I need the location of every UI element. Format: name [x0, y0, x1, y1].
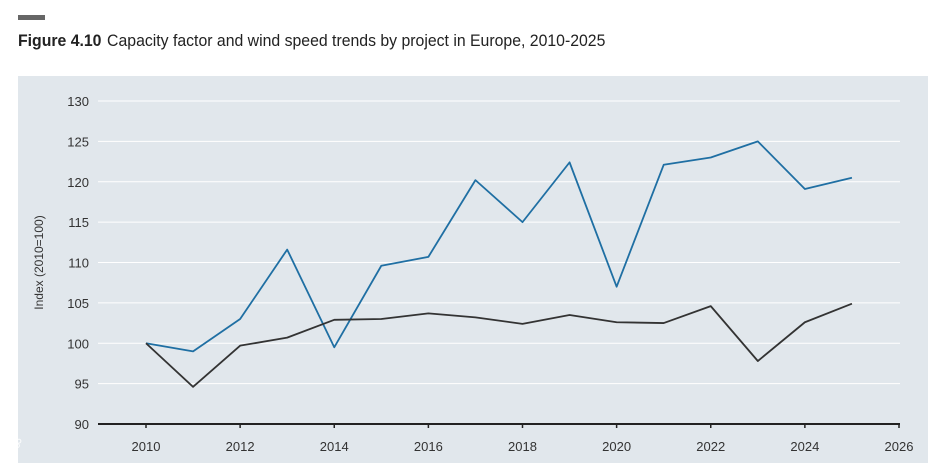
watermark: ❀: [8, 433, 23, 452]
x-tick-label: 2022: [696, 439, 725, 454]
y-tick-label: 95: [75, 377, 89, 392]
x-tick-label: 2026: [885, 439, 914, 454]
figure-accent-bar: [18, 15, 45, 20]
x-tick-label: 2018: [508, 439, 537, 454]
figure-label: Figure 4.10: [18, 31, 102, 50]
y-tick-label: 120: [67, 175, 89, 190]
x-tick-label: 2024: [790, 439, 819, 454]
x-tick-label: 2014: [320, 439, 349, 454]
y-tick-label: 100: [67, 336, 89, 351]
y-tick-label: 90: [75, 417, 89, 432]
x-tick-label: 2012: [226, 439, 255, 454]
chart-panel: [18, 76, 928, 463]
x-tick-label: 2016: [414, 439, 443, 454]
x-tick-label: 2010: [132, 439, 161, 454]
figure-title-text: Capacity factor and wind speed trends by…: [107, 31, 606, 50]
x-tick-label: 2020: [602, 439, 631, 454]
y-tick-label: 125: [67, 134, 89, 149]
series-line-2: [145, 302, 853, 388]
y-axis-label: Index (2010=100): [32, 215, 46, 309]
y-tick-label: 130: [67, 94, 89, 109]
y-tick-label: 105: [67, 296, 89, 311]
series-line-1: [145, 140, 853, 353]
figure-title: Figure 4.10 Capacity factor and wind spee…: [18, 31, 605, 51]
y-tick-label: 115: [68, 215, 89, 230]
y-tick-label: 110: [68, 256, 89, 271]
